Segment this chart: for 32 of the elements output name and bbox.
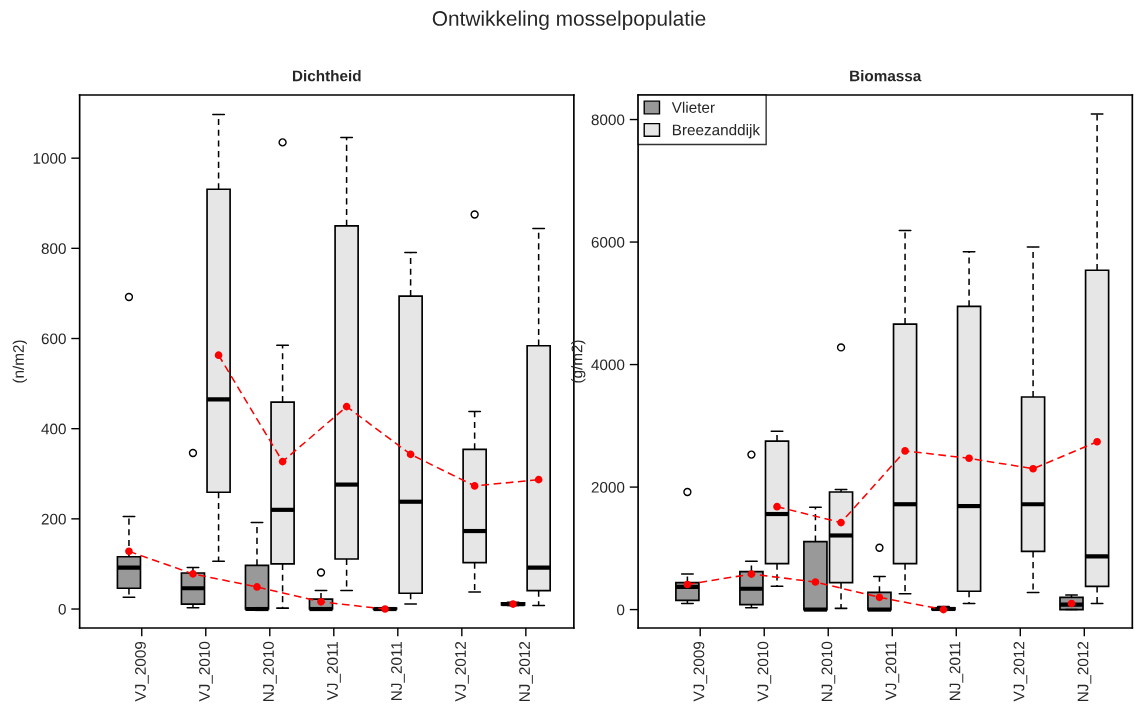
text: Ontwikkeling mosselpopulatie — [432, 10, 706, 30]
chart-title: Biomassa — [850, 70, 922, 82]
x-tick-label: VJ_2009 — [135, 641, 149, 702]
chart-title: Dichtheid — [292, 70, 361, 82]
x-tick-label: NJ_2012 — [1077, 641, 1092, 702]
x-tick-label: VJ_2012 — [455, 641, 469, 702]
y-axis-title: (n/m2) — [12, 340, 27, 383]
legend-label: Breezanddijk — [672, 124, 761, 139]
x-tick-label: NJ_2010 — [263, 641, 277, 702]
x-tick-label: VJ_2010 — [199, 641, 213, 702]
y-tick-label: 8000 — [591, 114, 625, 126]
x-tick-label: NJ_2011 — [391, 641, 405, 700]
y-tick-label: 600 — [41, 333, 66, 345]
x-tick-label: VJ_2012 — [1013, 641, 1028, 702]
x-tick-label: VJ_2009 — [693, 641, 708, 702]
x-tick-label: NJ_2012 — [519, 641, 533, 702]
y-tick-label: 4000 — [591, 359, 625, 371]
y-tick-label: 400 — [41, 423, 66, 435]
x-tick-label: VJ_2011 — [885, 641, 900, 701]
x-tick-label: NJ_2011 — [949, 641, 964, 700]
y-axis-title: (g/m2) — [571, 340, 586, 383]
y-tick-label: 0 — [58, 603, 66, 615]
y-tick-label: 200 — [41, 513, 66, 525]
x-tick-label: VJ_2011 — [327, 641, 341, 701]
y-tick-label: 1000 — [33, 153, 66, 164]
y-tick-label: 800 — [41, 243, 66, 255]
y-tick-label: 0 — [617, 604, 625, 616]
y-tick-label: 6000 — [591, 236, 625, 248]
x-tick-label: VJ_2010 — [757, 641, 772, 702]
legend-label: Vlieter — [671, 101, 715, 113]
x-tick-label: NJ_2010 — [821, 641, 836, 702]
y-tick-label: 2000 — [591, 481, 625, 493]
